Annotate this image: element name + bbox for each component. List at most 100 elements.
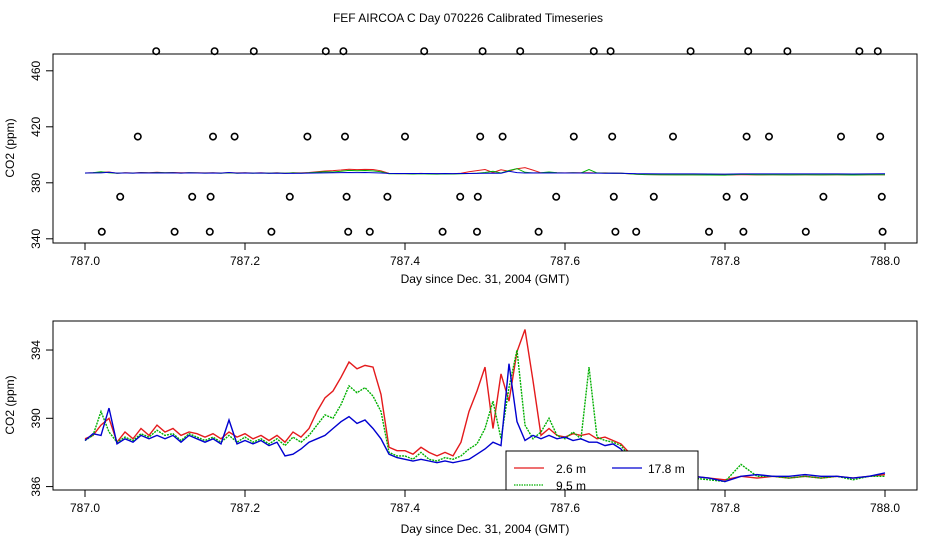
legend-label-17-8m: 17.8 m (648, 462, 685, 476)
top-y-tick-label: 340 (29, 228, 43, 248)
top-marker-point (873, 47, 882, 56)
top-marker-point (498, 132, 507, 141)
top-markers (97, 47, 887, 236)
bottom-x-tick-label: 787.0 (70, 501, 100, 515)
top-marker-point (668, 132, 677, 141)
top-marker-point (611, 227, 620, 236)
top-marker-point (744, 47, 753, 56)
top-marker-point (472, 227, 481, 236)
top-marker-point (836, 132, 845, 141)
bottom-x-tick-label: 787.6 (550, 501, 580, 515)
top-marker-point (340, 132, 349, 141)
top-marker-point (783, 47, 792, 56)
top-plot-frame (52, 53, 918, 244)
top-marker-point (383, 192, 392, 201)
bottom-x-axis: 787.0 787.2 787.4 787.6 787.8 788.0 (70, 490, 900, 515)
top-marker-point (303, 132, 312, 141)
bottom-y-tick-label: 386 (29, 476, 43, 496)
top-marker-point (205, 227, 214, 236)
top-panel: 787.0 787.2 787.4 787.6 787.8 788.0 340 380 420… (3, 47, 918, 286)
top-marker-point (878, 227, 887, 236)
top-y-tick-label: 460 (29, 60, 43, 80)
top-marker-point (400, 132, 409, 141)
top-x-tick-label: 787.6 (550, 254, 580, 268)
top-marker-point (740, 192, 749, 201)
top-marker-point (569, 132, 578, 141)
bottom-plot-frame (52, 320, 918, 491)
top-marker-point (534, 227, 543, 236)
top-marker-point (608, 132, 617, 141)
top-marker-point (609, 192, 618, 201)
bottom-panel: 787.0 787.2 787.4 787.6 787.8 788.0 386 390 394… (3, 320, 918, 536)
top-marker-point (210, 47, 219, 56)
top-marker-point (552, 192, 561, 201)
top-marker-point (606, 47, 615, 56)
top-marker-point (339, 47, 348, 56)
bottom-y-tick-label: 390 (29, 408, 43, 428)
top-marker-point (188, 192, 197, 201)
top-marker-point (473, 192, 482, 201)
top-marker-point (97, 227, 106, 236)
top-marker-point (877, 192, 886, 201)
bottom-series-line-17-8-m (84, 363, 886, 483)
top-x-tick-label: 787.0 (70, 254, 100, 268)
top-marker-point (170, 227, 179, 236)
top-marker-point (209, 132, 218, 141)
legend: 2.6 m 9.5 m 17.8 m (505, 450, 699, 493)
top-marker-point (249, 47, 258, 56)
top-marker-point (438, 227, 447, 236)
top-x-tick-label: 787.8 (710, 254, 740, 268)
figure-title: FEF AIRCOA C Day 070226 Calibrated Times… (333, 11, 603, 25)
top-marker-point (476, 132, 485, 141)
top-marker-point (632, 227, 641, 236)
top-x-tick-label: 788.0 (870, 254, 900, 268)
top-x-tick-label: 787.2 (230, 254, 260, 268)
bottom-series-line-2-6-m (84, 329, 886, 481)
top-marker-point (344, 227, 353, 236)
top-marker-point (801, 227, 810, 236)
top-marker-point (742, 132, 751, 141)
top-marker-point (420, 47, 429, 56)
top-marker-point (342, 192, 351, 201)
top-marker-point (116, 192, 125, 201)
bottom-y-tick-label: 394 (29, 340, 43, 360)
top-marker-point (206, 192, 215, 201)
legend-label-9-5m: 9.5 m (556, 479, 586, 493)
top-series-lines (84, 167, 886, 176)
top-marker-point (365, 227, 374, 236)
top-x-axis-label: Day since Dec. 31, 2004 (GMT) (401, 272, 570, 286)
top-y-tick-label: 420 (29, 116, 43, 136)
bottom-x-tick-label: 788.0 (870, 501, 900, 515)
top-marker-point (722, 192, 731, 201)
top-y-tick-label: 380 (29, 172, 43, 192)
bottom-y-axis-label: CO2 (ppm) (3, 375, 17, 434)
top-marker-point (686, 47, 695, 56)
top-marker-point (321, 47, 330, 56)
legend-box (505, 450, 699, 491)
top-y-axis-label: CO2 (ppm) (3, 118, 17, 177)
bottom-series-line-9-5-m (84, 349, 885, 483)
top-marker-point (230, 132, 239, 141)
bottom-x-tick-label: 787.4 (390, 501, 420, 515)
top-x-axis: 787.0 787.2 787.4 787.6 787.8 788.0 (70, 243, 900, 268)
top-marker-point (739, 227, 748, 236)
top-marker-point (285, 192, 294, 201)
bottom-x-tick-label: 787.8 (710, 501, 740, 515)
top-marker-point (478, 47, 487, 56)
legend-label-2-6m: 2.6 m (556, 462, 586, 476)
top-marker-point (704, 227, 713, 236)
top-marker-point (819, 192, 828, 201)
top-x-tick-label: 787.4 (390, 254, 420, 268)
bottom-x-axis-label: Day since Dec. 31, 2004 (GMT) (401, 522, 570, 536)
top-marker-point (855, 47, 864, 56)
bottom-y-axis: 386 390 394 (29, 340, 53, 497)
top-marker-point (764, 132, 773, 141)
bottom-x-tick-label: 787.2 (230, 501, 260, 515)
top-marker-point (876, 132, 885, 141)
top-marker-point (456, 192, 465, 201)
top-marker-point (152, 47, 161, 56)
bottom-series-lines (84, 329, 886, 483)
top-y-axis: 340 380 420 460 (29, 60, 53, 249)
top-marker-point (267, 227, 276, 236)
